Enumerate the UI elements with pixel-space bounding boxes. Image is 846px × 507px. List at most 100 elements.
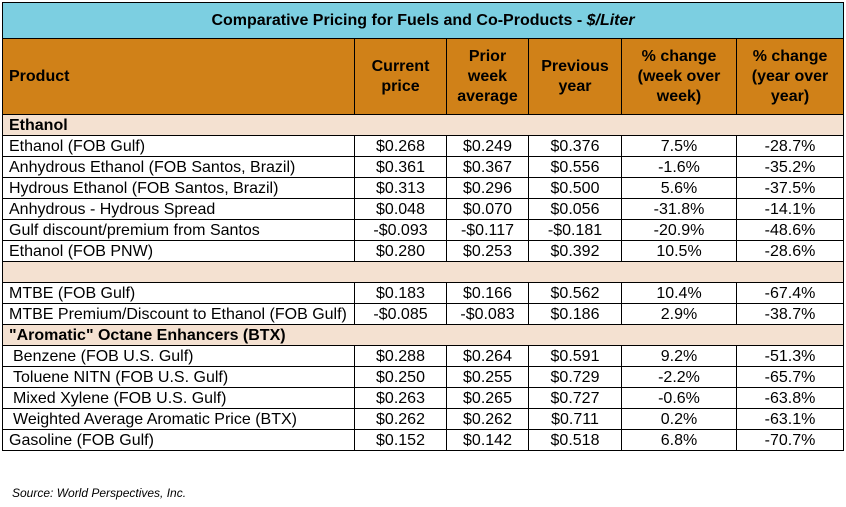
value-cell: -28.7% [735, 135, 845, 157]
product-name: Weighted Average Aromatic Price (BTX) [2, 408, 355, 430]
value-cell: $0.265 [446, 387, 529, 409]
value-cell: -63.1% [735, 408, 845, 430]
section-ethanol: Ethanol [1, 114, 845, 136]
header-yoy: % change (year over year) [735, 38, 845, 115]
value-cell: 0.2% [621, 408, 737, 430]
value-cell: -37.5% [735, 177, 845, 199]
value-cell: $0.048 [354, 198, 447, 220]
value-cell: -$0.083 [446, 303, 529, 325]
header-prior: Prior week average [446, 38, 529, 115]
value-cell: $0.263 [354, 387, 447, 409]
ethanol-rows: Ethanol (FOB Gulf) $0.268 $0.249 $0.376 7.5%… [2, 135, 845, 262]
table-row: Weighted Average Aromatic Price (BTX) $0.… [2, 408, 845, 430]
header-wow: % change (week over week) [621, 38, 737, 115]
section-row: "Aromatic" Octane Enhancers (BTX) [1, 324, 845, 346]
value-cell: -35.2% [735, 156, 845, 178]
pricing-table: Comparative Pricing for Fuels and Co-Pro… [1, 2, 845, 451]
mtbe-rows: MTBE (FOB Gulf) $0.183 $0.166 $0.562 10.4% -6… [2, 282, 845, 325]
value-cell: $0.313 [354, 177, 447, 199]
table-row: Anhydrous - Hydrous Spread $0.048 $0.070 $0… [2, 198, 845, 220]
value-cell: 7.5% [621, 135, 737, 157]
value-cell: 9.2% [621, 345, 737, 367]
value-cell: -$0.181 [528, 219, 622, 241]
value-cell: $0.296 [446, 177, 529, 199]
value-cell: -70.7% [735, 429, 845, 451]
section-btx: "Aromatic" Octane Enhancers (BTX) [1, 324, 845, 346]
value-cell: $0.727 [528, 387, 622, 409]
product-name: MTBE Premium/Discount to Ethanol (FOB Gu… [2, 303, 355, 325]
product-name: Mixed Xylene (FOB U.S. Gulf) [2, 387, 355, 409]
product-name: Anhydrous Ethanol (FOB Santos, Brazil) [2, 156, 355, 178]
value-cell: $0.186 [528, 303, 622, 325]
value-cell: 6.8% [621, 429, 737, 451]
value-cell: $0.500 [528, 177, 622, 199]
value-cell: 5.6% [621, 177, 737, 199]
table-row: Mixed Xylene (FOB U.S. Gulf) $0.263 $0.265… [2, 387, 845, 409]
value-cell: $0.711 [528, 408, 622, 430]
value-cell: -$0.093 [354, 219, 447, 241]
value-cell: $0.056 [528, 198, 622, 220]
header-row: Product Current price Prior week average… [2, 38, 845, 115]
value-cell: $0.392 [528, 240, 622, 262]
blank-row [1, 261, 845, 283]
value-cell: -63.8% [735, 387, 845, 409]
section-row: Ethanol [1, 114, 845, 136]
value-cell: -67.4% [735, 282, 845, 304]
table-row: Toluene NITN (FOB U.S. Gulf) $0.250 $0.255… [2, 366, 845, 388]
value-cell: $0.361 [354, 156, 447, 178]
value-cell: -38.7% [735, 303, 845, 325]
table-row: Gasoline (FOB Gulf) $0.152 $0.142 $0.518 6.8… [2, 429, 845, 451]
gasoline-rows: Gasoline (FOB Gulf) $0.152 $0.142 $0.518 6.8… [2, 429, 845, 451]
value-cell: $0.591 [528, 345, 622, 367]
value-cell: 2.9% [621, 303, 737, 325]
table-row: Hydrous Ethanol (FOB Santos, Brazil) $0.3… [2, 177, 845, 199]
header-previous-year: Previous year [528, 38, 622, 115]
table-title-row: Comparative Pricing for Fuels and Co-Pro… [1, 2, 845, 39]
value-cell: $0.518 [528, 429, 622, 451]
value-cell: $0.288 [354, 345, 447, 367]
value-cell: $0.255 [446, 366, 529, 388]
value-cell: $0.142 [446, 429, 529, 451]
value-cell: 10.5% [621, 240, 737, 262]
value-cell: $0.262 [354, 408, 447, 430]
value-cell: $0.250 [354, 366, 447, 388]
table-row: Gulf discount/premium from Santos -$0.093… [2, 219, 845, 241]
table-title: Comparative Pricing for Fuels and Co-Pro… [1, 2, 845, 39]
title-unit: $/Liter [586, 12, 635, 29]
product-name: Hydrous Ethanol (FOB Santos, Brazil) [2, 177, 355, 199]
value-cell: -65.7% [735, 366, 845, 388]
value-cell: -$0.085 [354, 303, 447, 325]
value-cell: $0.729 [528, 366, 622, 388]
title-text: Comparative Pricing for Fuels and Co-Pro… [211, 12, 587, 29]
value-cell: $0.183 [354, 282, 447, 304]
value-cell: -0.6% [621, 387, 737, 409]
product-name: Ethanol (FOB PNW) [2, 240, 355, 262]
value-cell: $0.280 [354, 240, 447, 262]
table-row: Anhydrous Ethanol (FOB Santos, Brazil) $0… [2, 156, 845, 178]
table-row: Benzene (FOB U.S. Gulf) $0.288 $0.264 $0.59… [2, 345, 845, 367]
table-row: Ethanol (FOB Gulf) $0.268 $0.249 $0.376 7.5%… [2, 135, 845, 157]
value-cell: -31.8% [621, 198, 737, 220]
product-name: Ethanol (FOB Gulf) [2, 135, 355, 157]
value-cell: $0.367 [446, 156, 529, 178]
value-cell: $0.166 [446, 282, 529, 304]
product-name: Toluene NITN (FOB U.S. Gulf) [2, 366, 355, 388]
value-cell: $0.268 [354, 135, 447, 157]
source-note: Source: World Perspectives, Inc. [12, 486, 187, 500]
blank-cell [1, 261, 845, 283]
product-name: Benzene (FOB U.S. Gulf) [2, 345, 355, 367]
value-cell: -20.9% [621, 219, 737, 241]
table-row: MTBE Premium/Discount to Ethanol (FOB Gu… [2, 303, 845, 325]
product-name: Anhydrous - Hydrous Spread [2, 198, 355, 220]
product-name: Gasoline (FOB Gulf) [2, 429, 355, 451]
value-cell: -51.3% [735, 345, 845, 367]
value-cell: $0.253 [446, 240, 529, 262]
value-cell: $0.152 [354, 429, 447, 451]
value-cell: $0.556 [528, 156, 622, 178]
value-cell: -1.6% [621, 156, 737, 178]
header-current: Current price [354, 38, 447, 115]
value-cell: -28.6% [735, 240, 845, 262]
value-cell: $0.262 [446, 408, 529, 430]
value-cell: $0.264 [446, 345, 529, 367]
value-cell: 10.4% [621, 282, 737, 304]
